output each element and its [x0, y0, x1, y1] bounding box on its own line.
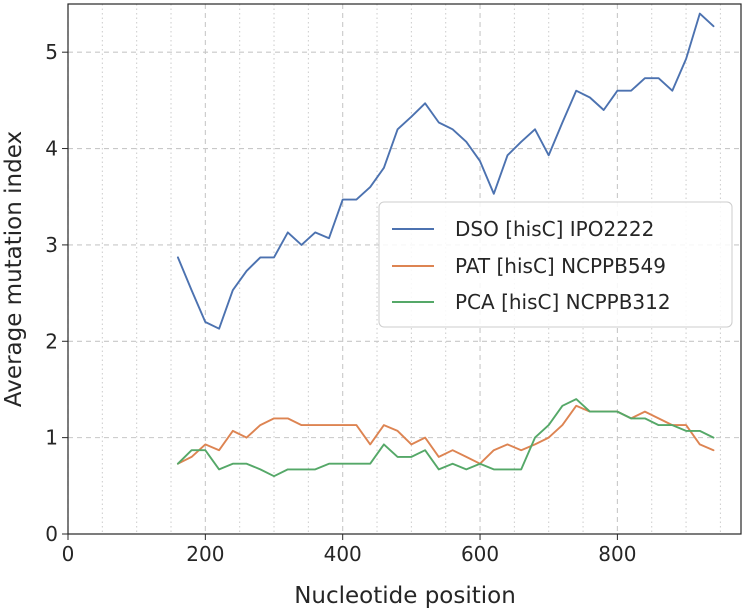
legend-label-pat: PAT [hisC] NCPPB549 — [455, 254, 666, 278]
x-axis-title: Nucleotide position — [294, 583, 516, 609]
y-axis-title: Average mutation index — [1, 131, 27, 407]
series-line-0 — [176, 12, 715, 330]
x-tick-label: 600 — [461, 542, 499, 566]
series-line-2 — [176, 398, 715, 478]
legend: DSO [hisC] IPO2222 PAT [hisC] NCPPB549 P… — [378, 201, 733, 328]
plot-frame — [67, 3, 742, 535]
x-tick-label: 400 — [324, 542, 362, 566]
legend-label-dso: DSO [hisC] IPO2222 — [455, 217, 654, 241]
x-tick-label: 800 — [598, 542, 636, 566]
legend-label-pca: PCA [hisC] NCPPB312 — [455, 290, 671, 314]
x-tick-label: 0 — [62, 542, 75, 566]
series-lines — [176, 12, 715, 478]
legend-box — [378, 201, 733, 328]
y-tick-label: 1 — [45, 426, 58, 450]
axis-ticks: 0 200 400 600 800 0 1 2 3 4 5 — [45, 40, 636, 566]
y-tick-label: 2 — [45, 329, 58, 353]
y-tick-label: 3 — [45, 233, 58, 257]
x-tick-label: 200 — [186, 542, 224, 566]
y-tick-label: 5 — [45, 40, 58, 64]
y-tick-label: 4 — [45, 137, 58, 161]
y-tick-label: 0 — [45, 522, 58, 546]
